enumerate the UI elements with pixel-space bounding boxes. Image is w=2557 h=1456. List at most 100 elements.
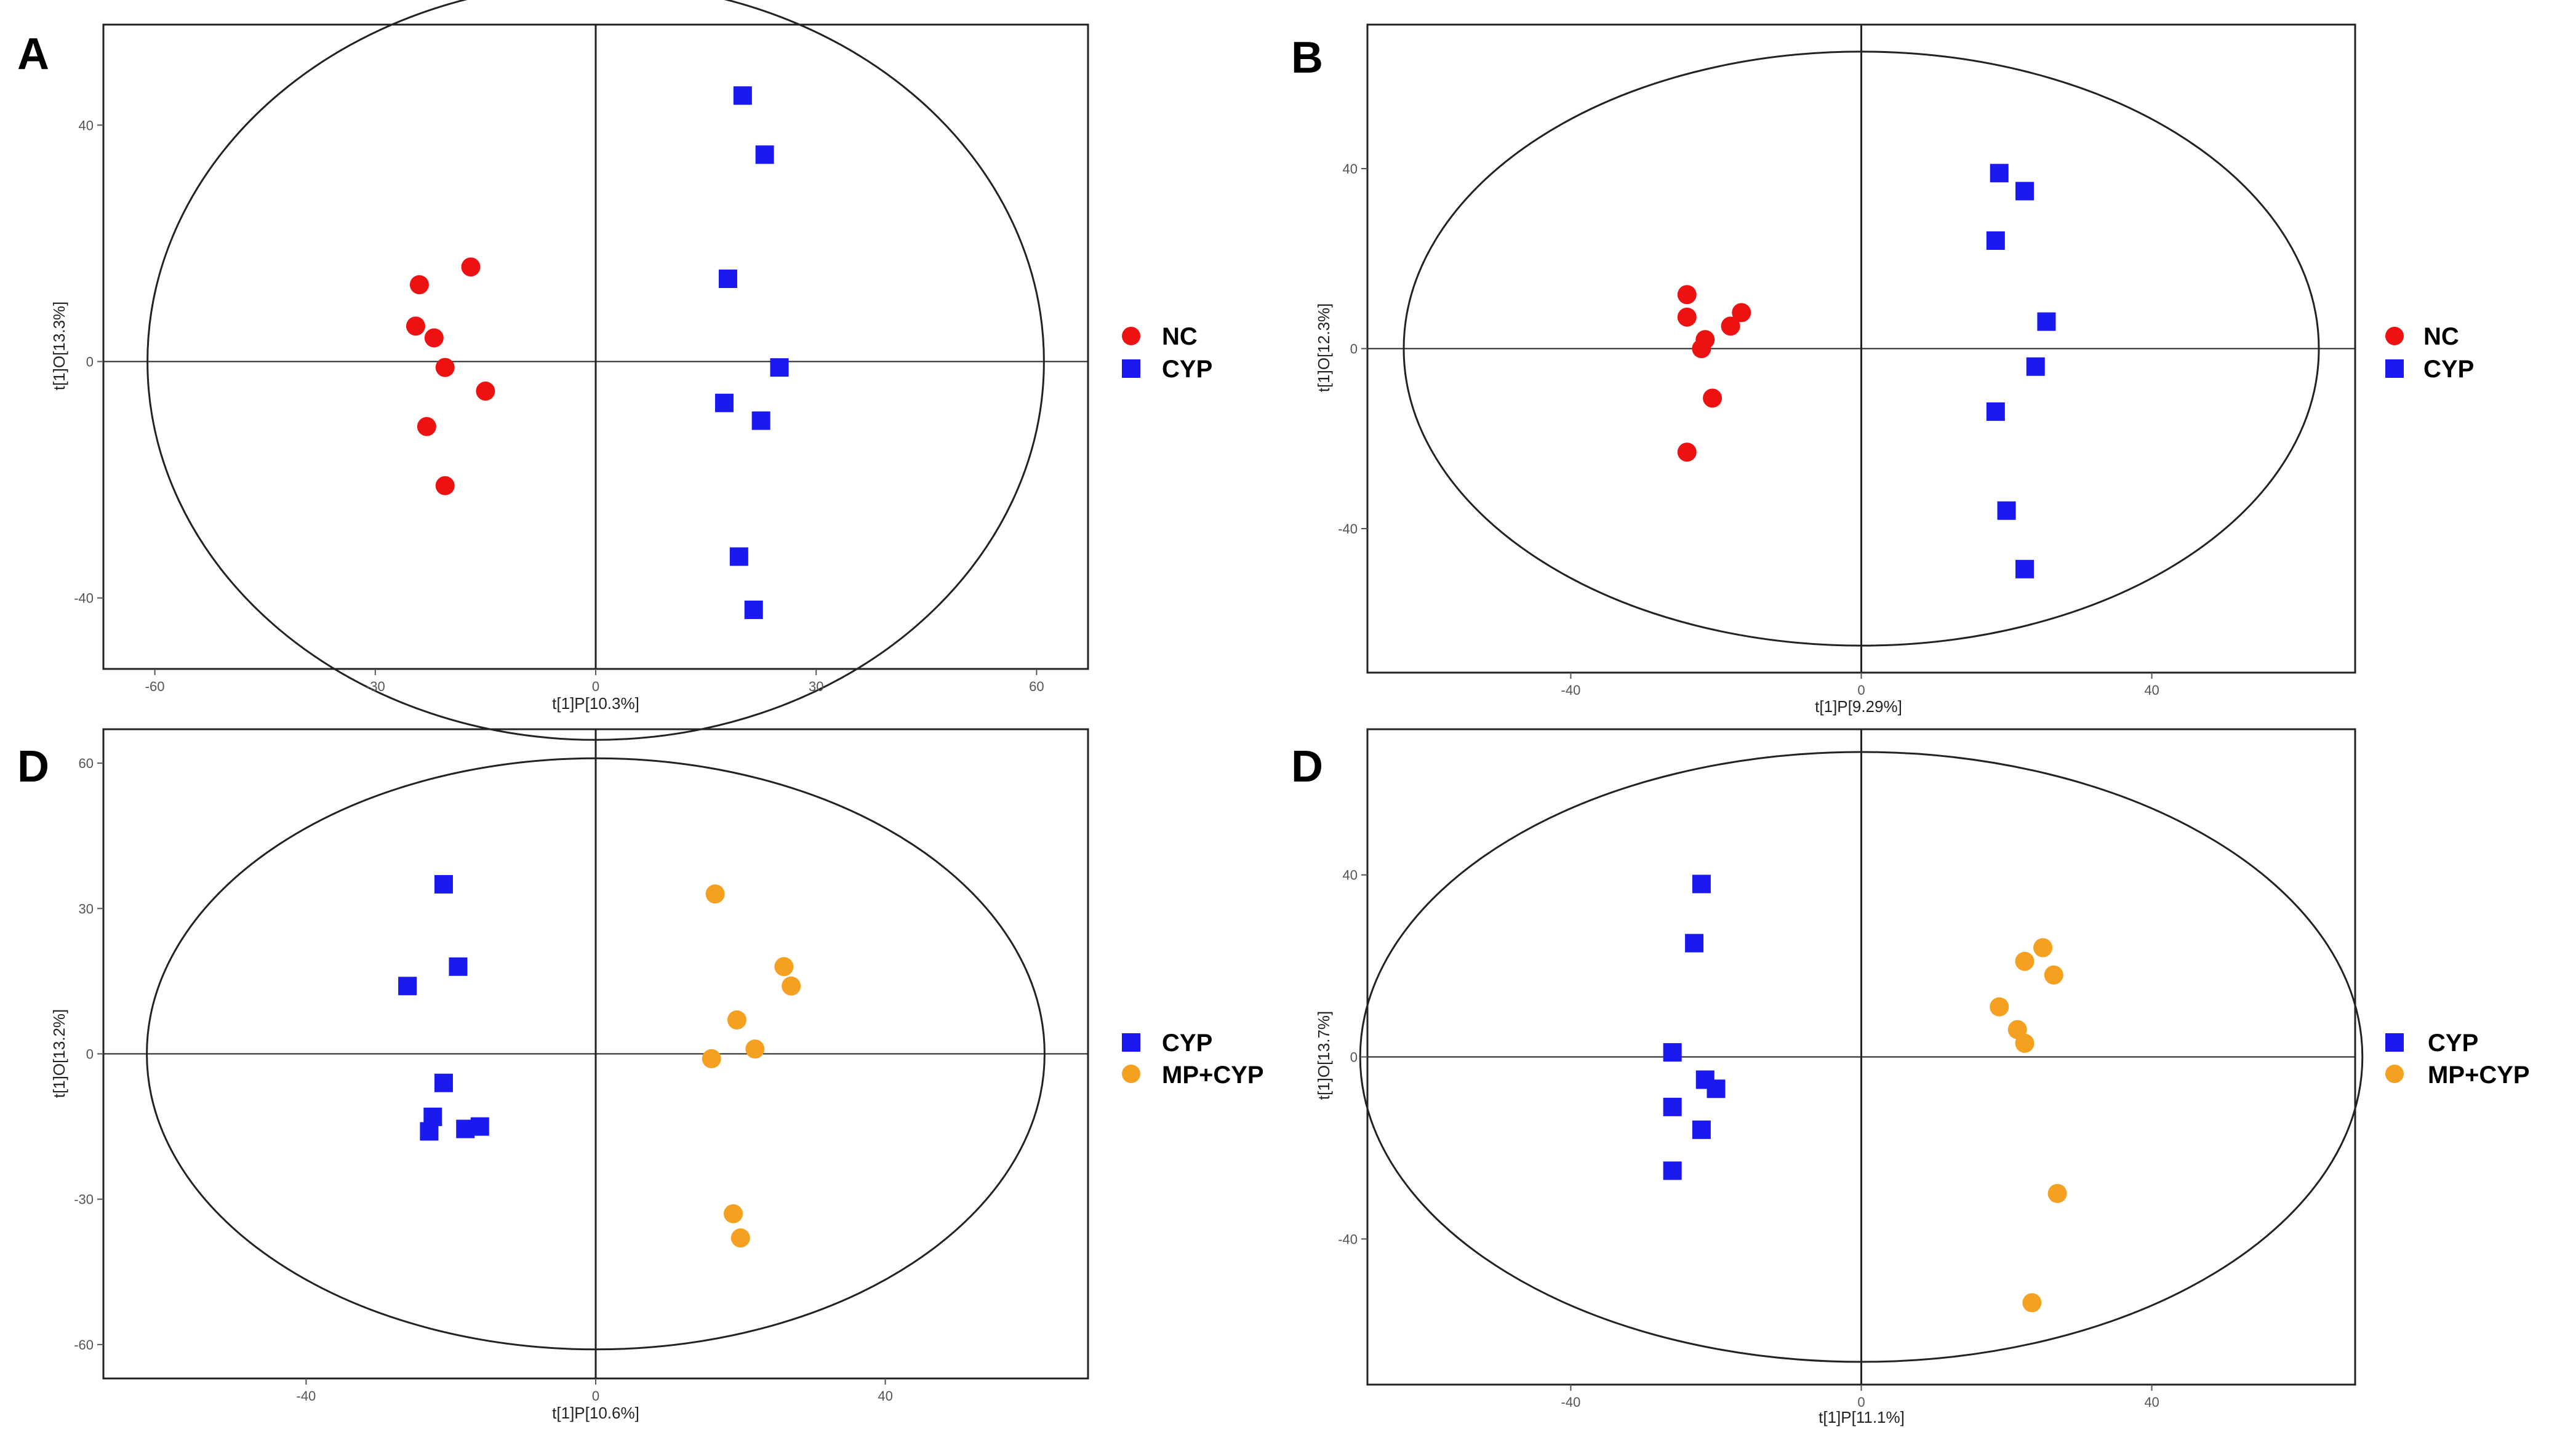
data-point-mpcyp-c bbox=[774, 957, 794, 977]
legend-d-cyp-label: CYP bbox=[2428, 1030, 2478, 1057]
legend-c-cyp-marker bbox=[1122, 1033, 1140, 1052]
data-point-cyp-b bbox=[1986, 402, 2005, 421]
legend-b-nc-marker bbox=[2385, 327, 2404, 345]
data-point-nc-a bbox=[461, 257, 481, 277]
x-tick-label-c: 0 bbox=[592, 1388, 599, 1404]
data-point-cyp-c bbox=[420, 1122, 439, 1141]
data-point-mpcyp-d bbox=[2047, 1183, 2067, 1203]
y-tick-label-d: -40 bbox=[1338, 1231, 1358, 1247]
legend-d: CYP MP+CYP bbox=[2385, 1030, 2530, 1089]
y-axis-title-a: t[1]O[13.3%] bbox=[50, 302, 68, 391]
x-axis-title-d: t[1]P[11.1%] bbox=[1819, 1408, 1905, 1426]
legend-a-nc-marker bbox=[1122, 327, 1140, 345]
panel-letter-a: A bbox=[17, 30, 49, 79]
data-point-nc-b bbox=[1703, 388, 1723, 408]
data-point-cyp-a bbox=[744, 600, 763, 619]
panel-letter-b: B bbox=[1291, 33, 1323, 82]
x-tick-label-a: -60 bbox=[145, 679, 165, 694]
data-point-nc-b bbox=[1732, 303, 1751, 322]
data-point-nc-a bbox=[435, 476, 455, 495]
y-tick-label-b: 0 bbox=[1350, 342, 1358, 357]
x-tick-label-a: -30 bbox=[366, 679, 385, 694]
data-point-mpcyp-c bbox=[782, 976, 801, 996]
legend-d-mpcyp-label: MP+CYP bbox=[2428, 1062, 2530, 1089]
data-point-nc-a bbox=[409, 275, 429, 295]
y-tick-label-c: -30 bbox=[74, 1192, 94, 1207]
data-point-mpcyp-d bbox=[1990, 997, 2009, 1017]
data-point-cyp-a bbox=[714, 393, 734, 412]
data-point-cyp-c bbox=[398, 977, 417, 996]
legend-a-cyp-label: CYP bbox=[1162, 356, 1212, 383]
x-tick-label-c: -40 bbox=[297, 1388, 316, 1404]
data-point-cyp-d bbox=[1692, 1120, 1711, 1139]
data-point-cyp-b bbox=[1990, 164, 2009, 183]
x-tick-label-b: 0 bbox=[1857, 682, 1865, 698]
x-tick-label-a: 30 bbox=[809, 679, 823, 694]
data-point-cyp-d bbox=[1692, 874, 1711, 894]
data-point-cyp-d bbox=[1685, 934, 1704, 953]
x-axis-title-c: t[1]P[10.6%] bbox=[552, 1404, 639, 1422]
y-tick-label-c: 30 bbox=[79, 901, 94, 916]
x-tick-label-d: 40 bbox=[2144, 1394, 2159, 1410]
legend-c-mpcyp-marker bbox=[1122, 1065, 1140, 1083]
data-point-cyp-a bbox=[755, 145, 774, 164]
data-point-cyp-c bbox=[434, 1073, 453, 1092]
data-point-nc-a bbox=[424, 328, 444, 348]
data-point-nc-a bbox=[435, 358, 455, 377]
x-tick-label-d: -40 bbox=[1561, 1394, 1581, 1410]
data-point-cyp-b bbox=[2026, 357, 2045, 376]
data-point-mpcyp-c bbox=[745, 1039, 765, 1059]
data-point-cyp-c bbox=[434, 874, 453, 894]
data-point-cyp-d bbox=[1663, 1097, 1682, 1116]
data-point-cyp-a bbox=[718, 270, 737, 289]
data-point-cyp-a bbox=[751, 411, 770, 430]
legend-c-mpcyp-label: MP+CYP bbox=[1162, 1062, 1264, 1089]
legend-b: NC CYP bbox=[2385, 323, 2474, 383]
data-point-mpcyp-c bbox=[705, 884, 725, 904]
y-tick-label-c: -60 bbox=[74, 1337, 94, 1353]
data-point-nc-a bbox=[417, 417, 436, 436]
data-point-cyp-b bbox=[1997, 501, 2016, 520]
y-tick-label-b: -40 bbox=[1338, 521, 1358, 537]
x-axis-title-b: t[1]P[9.29%] bbox=[1815, 697, 1902, 716]
legend-b-cyp-marker bbox=[2385, 359, 2404, 378]
legend-d-mpcyp-marker bbox=[2385, 1065, 2404, 1083]
y-tick-label-d: 0 bbox=[1350, 1050, 1358, 1065]
data-point-cyp-b bbox=[2015, 559, 2035, 578]
data-point-cyp-d bbox=[1663, 1043, 1682, 1062]
legend-a: NC CYP bbox=[1122, 323, 1212, 383]
y-tick-label-c: 0 bbox=[86, 1047, 94, 1062]
data-point-cyp-d bbox=[1663, 1161, 1682, 1180]
data-point-mpcyp-c bbox=[727, 1010, 746, 1030]
confidence-ellipse-b bbox=[1403, 50, 2320, 647]
data-point-mpcyp-c bbox=[730, 1228, 750, 1248]
y-tick-label-a: 0 bbox=[86, 354, 94, 370]
legend-b-cyp-label: CYP bbox=[2423, 356, 2474, 383]
data-point-mpcyp-c bbox=[724, 1204, 743, 1223]
y-tick-label-c: 60 bbox=[79, 756, 94, 771]
y-axis-title-d: t[1]O[13.7%] bbox=[1315, 1011, 1333, 1100]
plots-layer: -60 -30 0 30 60 -40 0 40 -40 0 40 -40 0 40 -40 0 40 -60 -3… bbox=[74, 0, 2364, 1410]
y-tick-label-a: 40 bbox=[79, 118, 94, 133]
legend-c: CYP MP+CYP bbox=[1122, 1030, 1264, 1089]
data-point-nc-b bbox=[1677, 285, 1697, 305]
data-point-mpcyp-d bbox=[2044, 965, 2063, 985]
y-tick-label-b: 40 bbox=[1343, 161, 1358, 177]
data-point-nc-b bbox=[1677, 307, 1697, 327]
x-tick-label-d: 0 bbox=[1857, 1394, 1865, 1410]
data-point-cyp-a bbox=[770, 358, 789, 377]
confidence-ellipse-d bbox=[1359, 751, 2364, 1363]
data-point-cyp-b bbox=[1986, 231, 2005, 250]
confidence-ellipse-c bbox=[146, 757, 1046, 1351]
data-point-cyp-b bbox=[2015, 182, 2035, 201]
legend-a-nc-label: NC bbox=[1162, 323, 1198, 350]
data-point-cyp-a bbox=[733, 86, 752, 105]
data-point-nc-b bbox=[1677, 442, 1697, 462]
data-point-cyp-c bbox=[470, 1117, 489, 1136]
x-tick-label-b: -40 bbox=[1561, 682, 1581, 698]
data-point-mpcyp-d bbox=[2015, 1033, 2035, 1053]
data-point-nc-a bbox=[476, 382, 495, 401]
data-point-nc-b bbox=[1721, 316, 1740, 336]
legend-c-cyp-label: CYP bbox=[1162, 1030, 1212, 1057]
